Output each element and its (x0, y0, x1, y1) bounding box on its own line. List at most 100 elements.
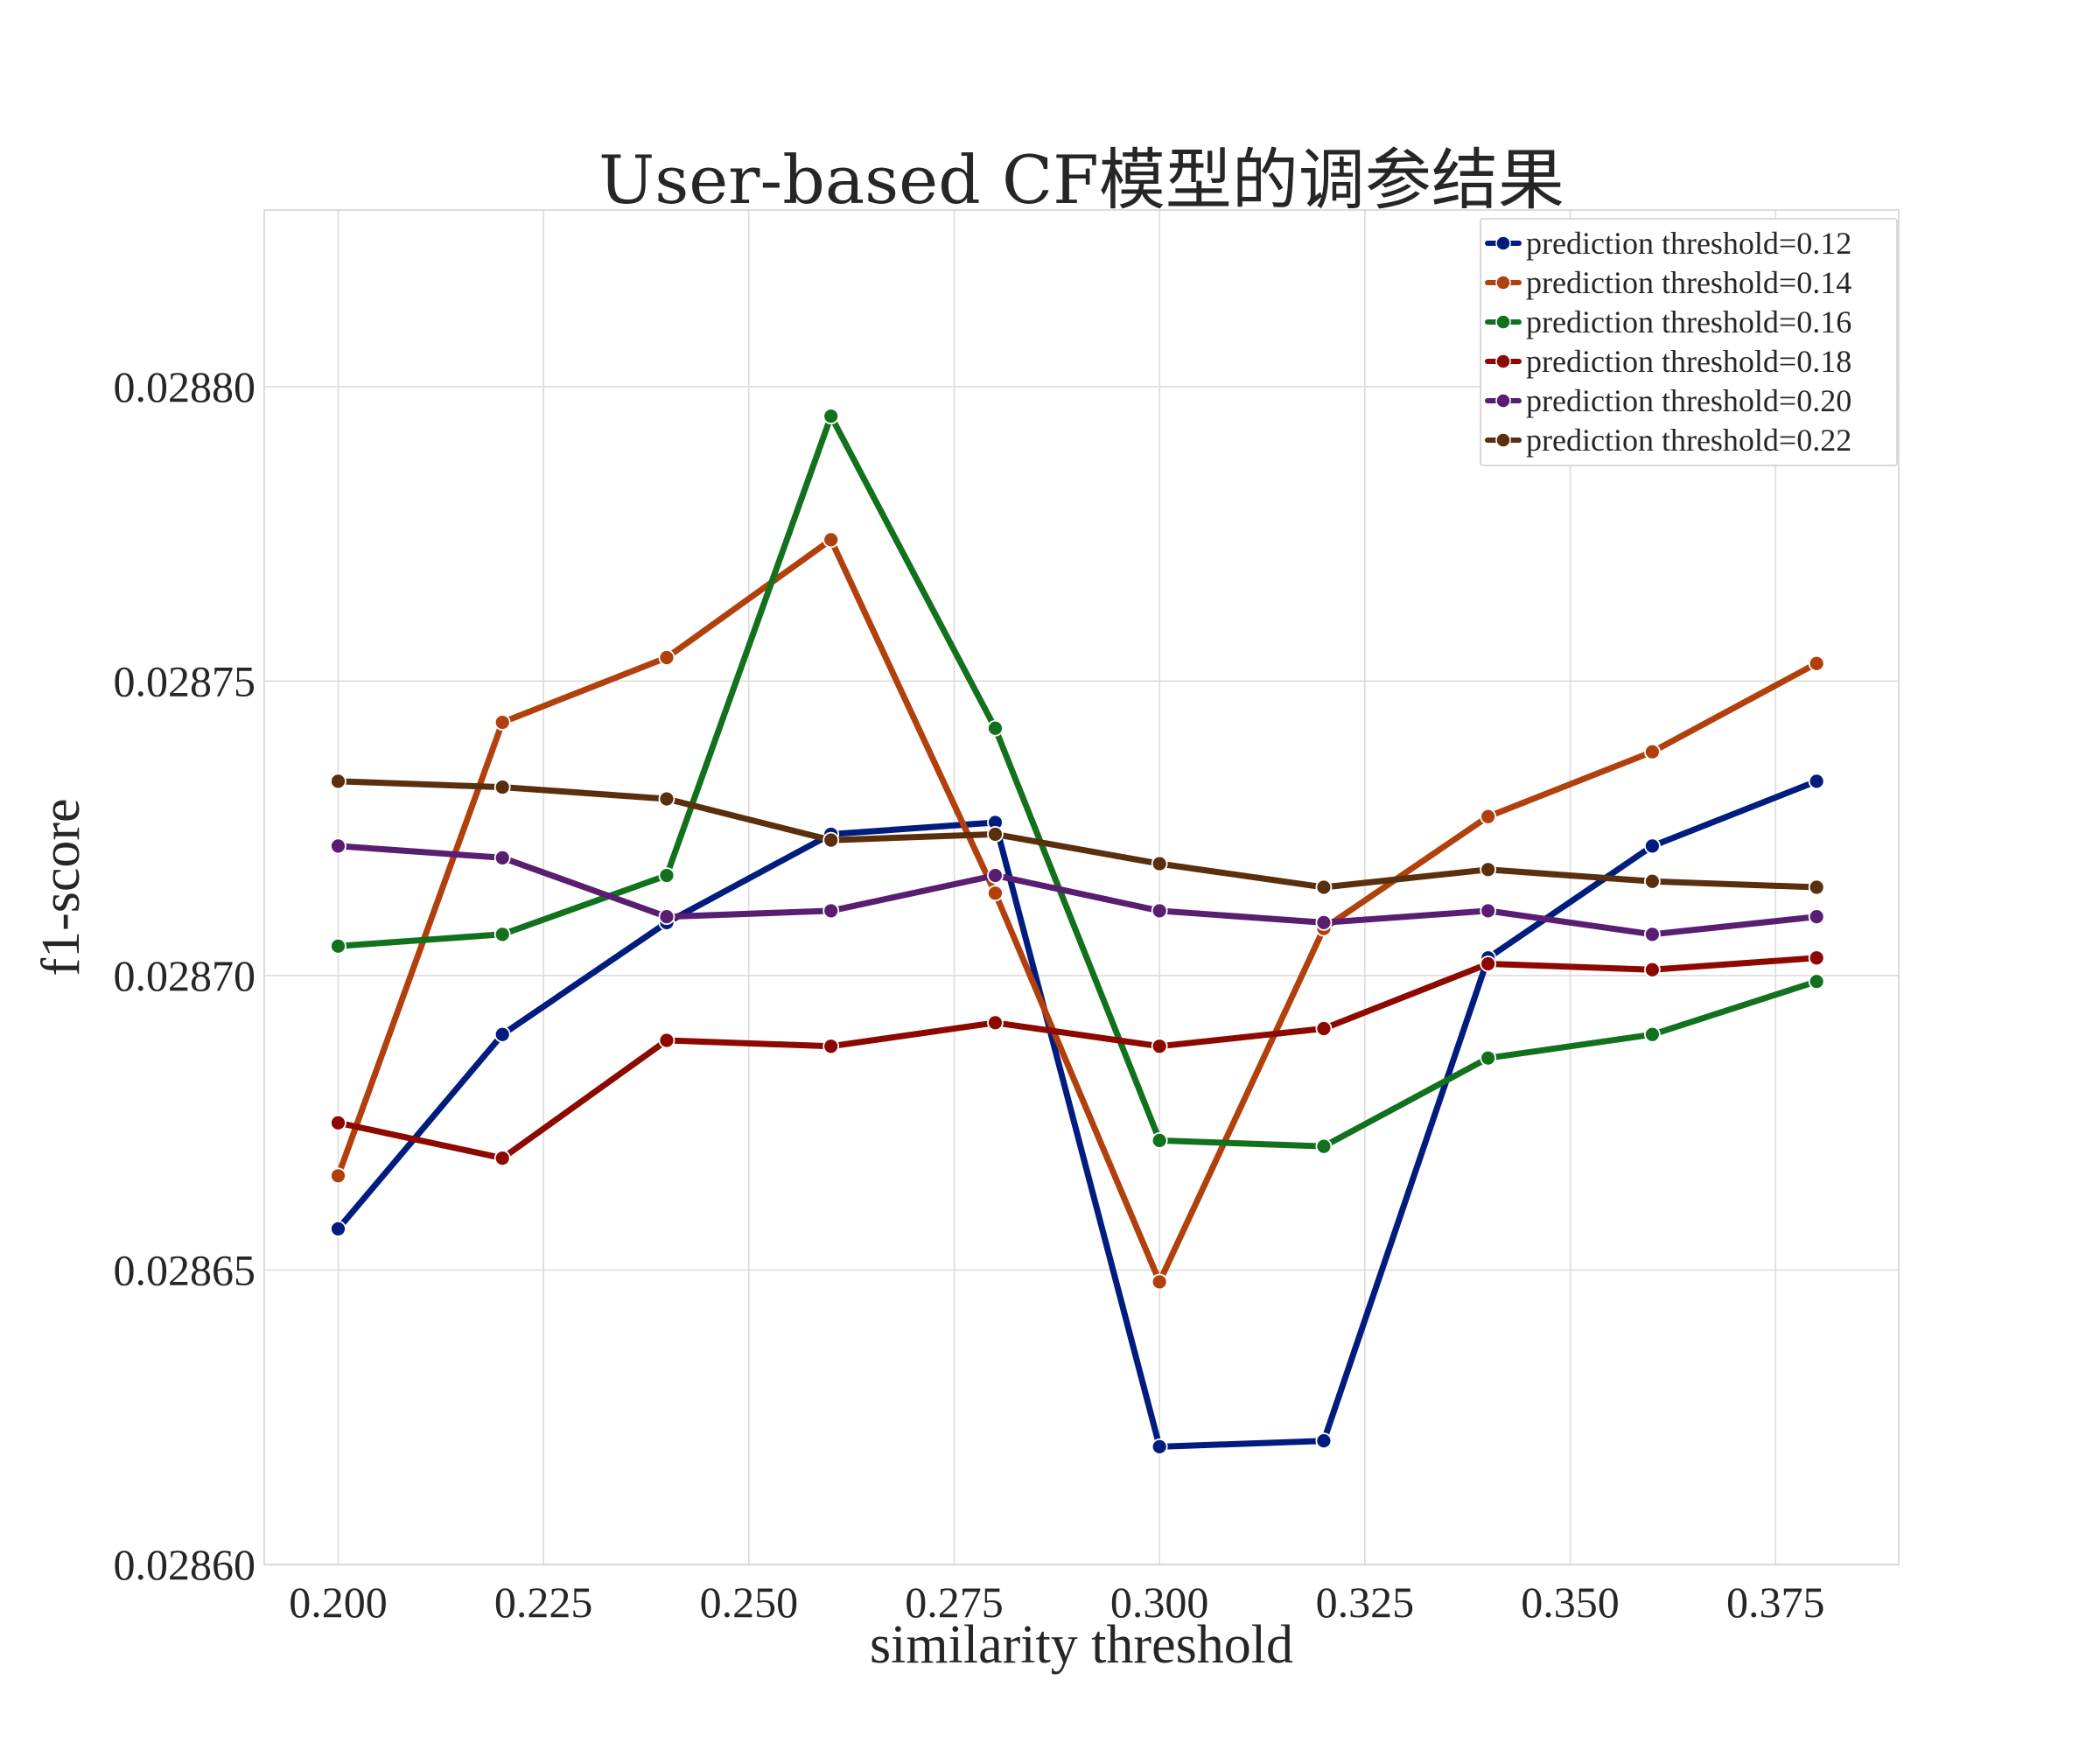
series-layer (330, 408, 1825, 1455)
data-point (1480, 808, 1497, 825)
data-point (987, 867, 1004, 884)
data-point (1315, 1138, 1333, 1155)
legend-item: prediction threshold=0.12 (1485, 226, 1852, 261)
series-5 (330, 837, 1825, 943)
series-4 (330, 949, 1825, 1166)
x-tick-label: 0.325 (1316, 1578, 1415, 1627)
series-line (335, 843, 1820, 938)
legend-swatch-marker (1495, 235, 1511, 251)
series-3 (330, 408, 1825, 1155)
data-point (822, 531, 840, 549)
series-line (335, 955, 1820, 1162)
data-point (1480, 1049, 1497, 1067)
legend-swatch-marker (1495, 275, 1511, 290)
data-point (1808, 878, 1825, 896)
data-point (1643, 872, 1661, 890)
legend-swatch-marker (1495, 432, 1511, 448)
legend-item: prediction threshold=0.22 (1485, 423, 1852, 458)
chart-title: User-based CF模型的调参结果 (598, 141, 1564, 219)
data-point (330, 937, 346, 955)
x-tick-label: 0.375 (1726, 1578, 1825, 1627)
legend-label: prediction threshold=0.20 (1526, 383, 1852, 418)
data-point (1151, 855, 1168, 872)
data-point (494, 849, 511, 866)
data-point (658, 1032, 676, 1049)
data-point (1315, 1432, 1333, 1450)
series-line (335, 413, 1820, 1150)
data-point (1151, 1438, 1168, 1455)
series-line (335, 778, 1820, 1450)
data-point (1643, 743, 1661, 760)
plot-area-frame (263, 209, 1900, 1565)
data-point (658, 908, 676, 926)
y-tick-label: 0.02860 (114, 1540, 256, 1589)
legend: prediction threshold=0.12 prediction thre… (1480, 218, 1898, 466)
data-point (494, 1150, 511, 1166)
data-point (822, 831, 840, 849)
data-point (822, 902, 840, 920)
data-point (1151, 1132, 1168, 1149)
legend-item: prediction threshold=0.14 (1485, 265, 1852, 300)
data-point (1808, 773, 1825, 790)
y-tick-label: 0.02880 (114, 362, 256, 411)
data-point (1480, 861, 1497, 878)
legend-label: prediction threshold=0.12 (1526, 226, 1852, 261)
data-point (330, 1220, 346, 1237)
legend-item: prediction threshold=0.20 (1485, 383, 1852, 418)
data-point (330, 1114, 346, 1131)
y-tick-label: 0.02865 (114, 1245, 256, 1294)
x-tick-label: 0.275 (905, 1578, 1004, 1627)
x-tick-label: 0.350 (1521, 1578, 1620, 1627)
series-line (335, 778, 1820, 891)
x-tick-label: 0.250 (700, 1578, 799, 1627)
data-point (658, 867, 676, 884)
data-point (1808, 949, 1825, 967)
series-6 (330, 773, 1825, 896)
series-line (335, 536, 1820, 1285)
tick-labels: 0.200 0.225 0.250 0.275 0.300 0.325 0.350 0.375… (114, 362, 1825, 1627)
legend-swatch-marker (1495, 354, 1511, 369)
data-point (494, 926, 511, 943)
data-point (987, 1014, 1004, 1032)
legend-box (1480, 218, 1898, 466)
data-point (1315, 878, 1333, 896)
data-point (494, 714, 511, 731)
data-point (1643, 961, 1661, 978)
y-axis-label: f1-score (32, 798, 91, 976)
data-point (1808, 973, 1825, 990)
data-point (987, 719, 1004, 737)
legend-swatch-marker (1495, 314, 1511, 330)
data-point (330, 773, 346, 790)
legend-label: prediction threshold=0.18 (1526, 344, 1852, 379)
data-point (1480, 956, 1497, 972)
x-axis-label: similarity threshold (870, 1615, 1293, 1675)
legend-swatch-marker (1495, 393, 1511, 409)
data-point (1643, 926, 1661, 943)
legend-label: prediction threshold=0.22 (1526, 423, 1852, 458)
data-point (822, 1038, 840, 1055)
data-point (1643, 1026, 1661, 1043)
data-point (494, 779, 511, 795)
data-point (987, 885, 1004, 902)
y-tick-label: 0.02875 (114, 656, 256, 705)
data-point (1480, 902, 1497, 920)
x-tick-label: 0.200 (289, 1578, 388, 1627)
data-point (1808, 654, 1825, 672)
y-tick-label: 0.02870 (114, 951, 256, 1000)
legend-label: prediction threshold=0.16 (1526, 304, 1852, 340)
data-point (1315, 914, 1333, 931)
data-point (1643, 837, 1661, 855)
legend-label: prediction threshold=0.14 (1526, 265, 1852, 300)
data-point (1315, 1020, 1333, 1037)
x-tick-label: 0.300 (1110, 1578, 1209, 1627)
data-point (658, 790, 676, 808)
data-point (330, 1167, 346, 1185)
data-point (658, 649, 676, 666)
data-point (1151, 902, 1168, 920)
data-point (1151, 1273, 1168, 1291)
data-point (330, 837, 346, 855)
data-point (987, 826, 1004, 843)
data-point (494, 1026, 511, 1043)
x-tick-label: 0.225 (494, 1578, 593, 1627)
